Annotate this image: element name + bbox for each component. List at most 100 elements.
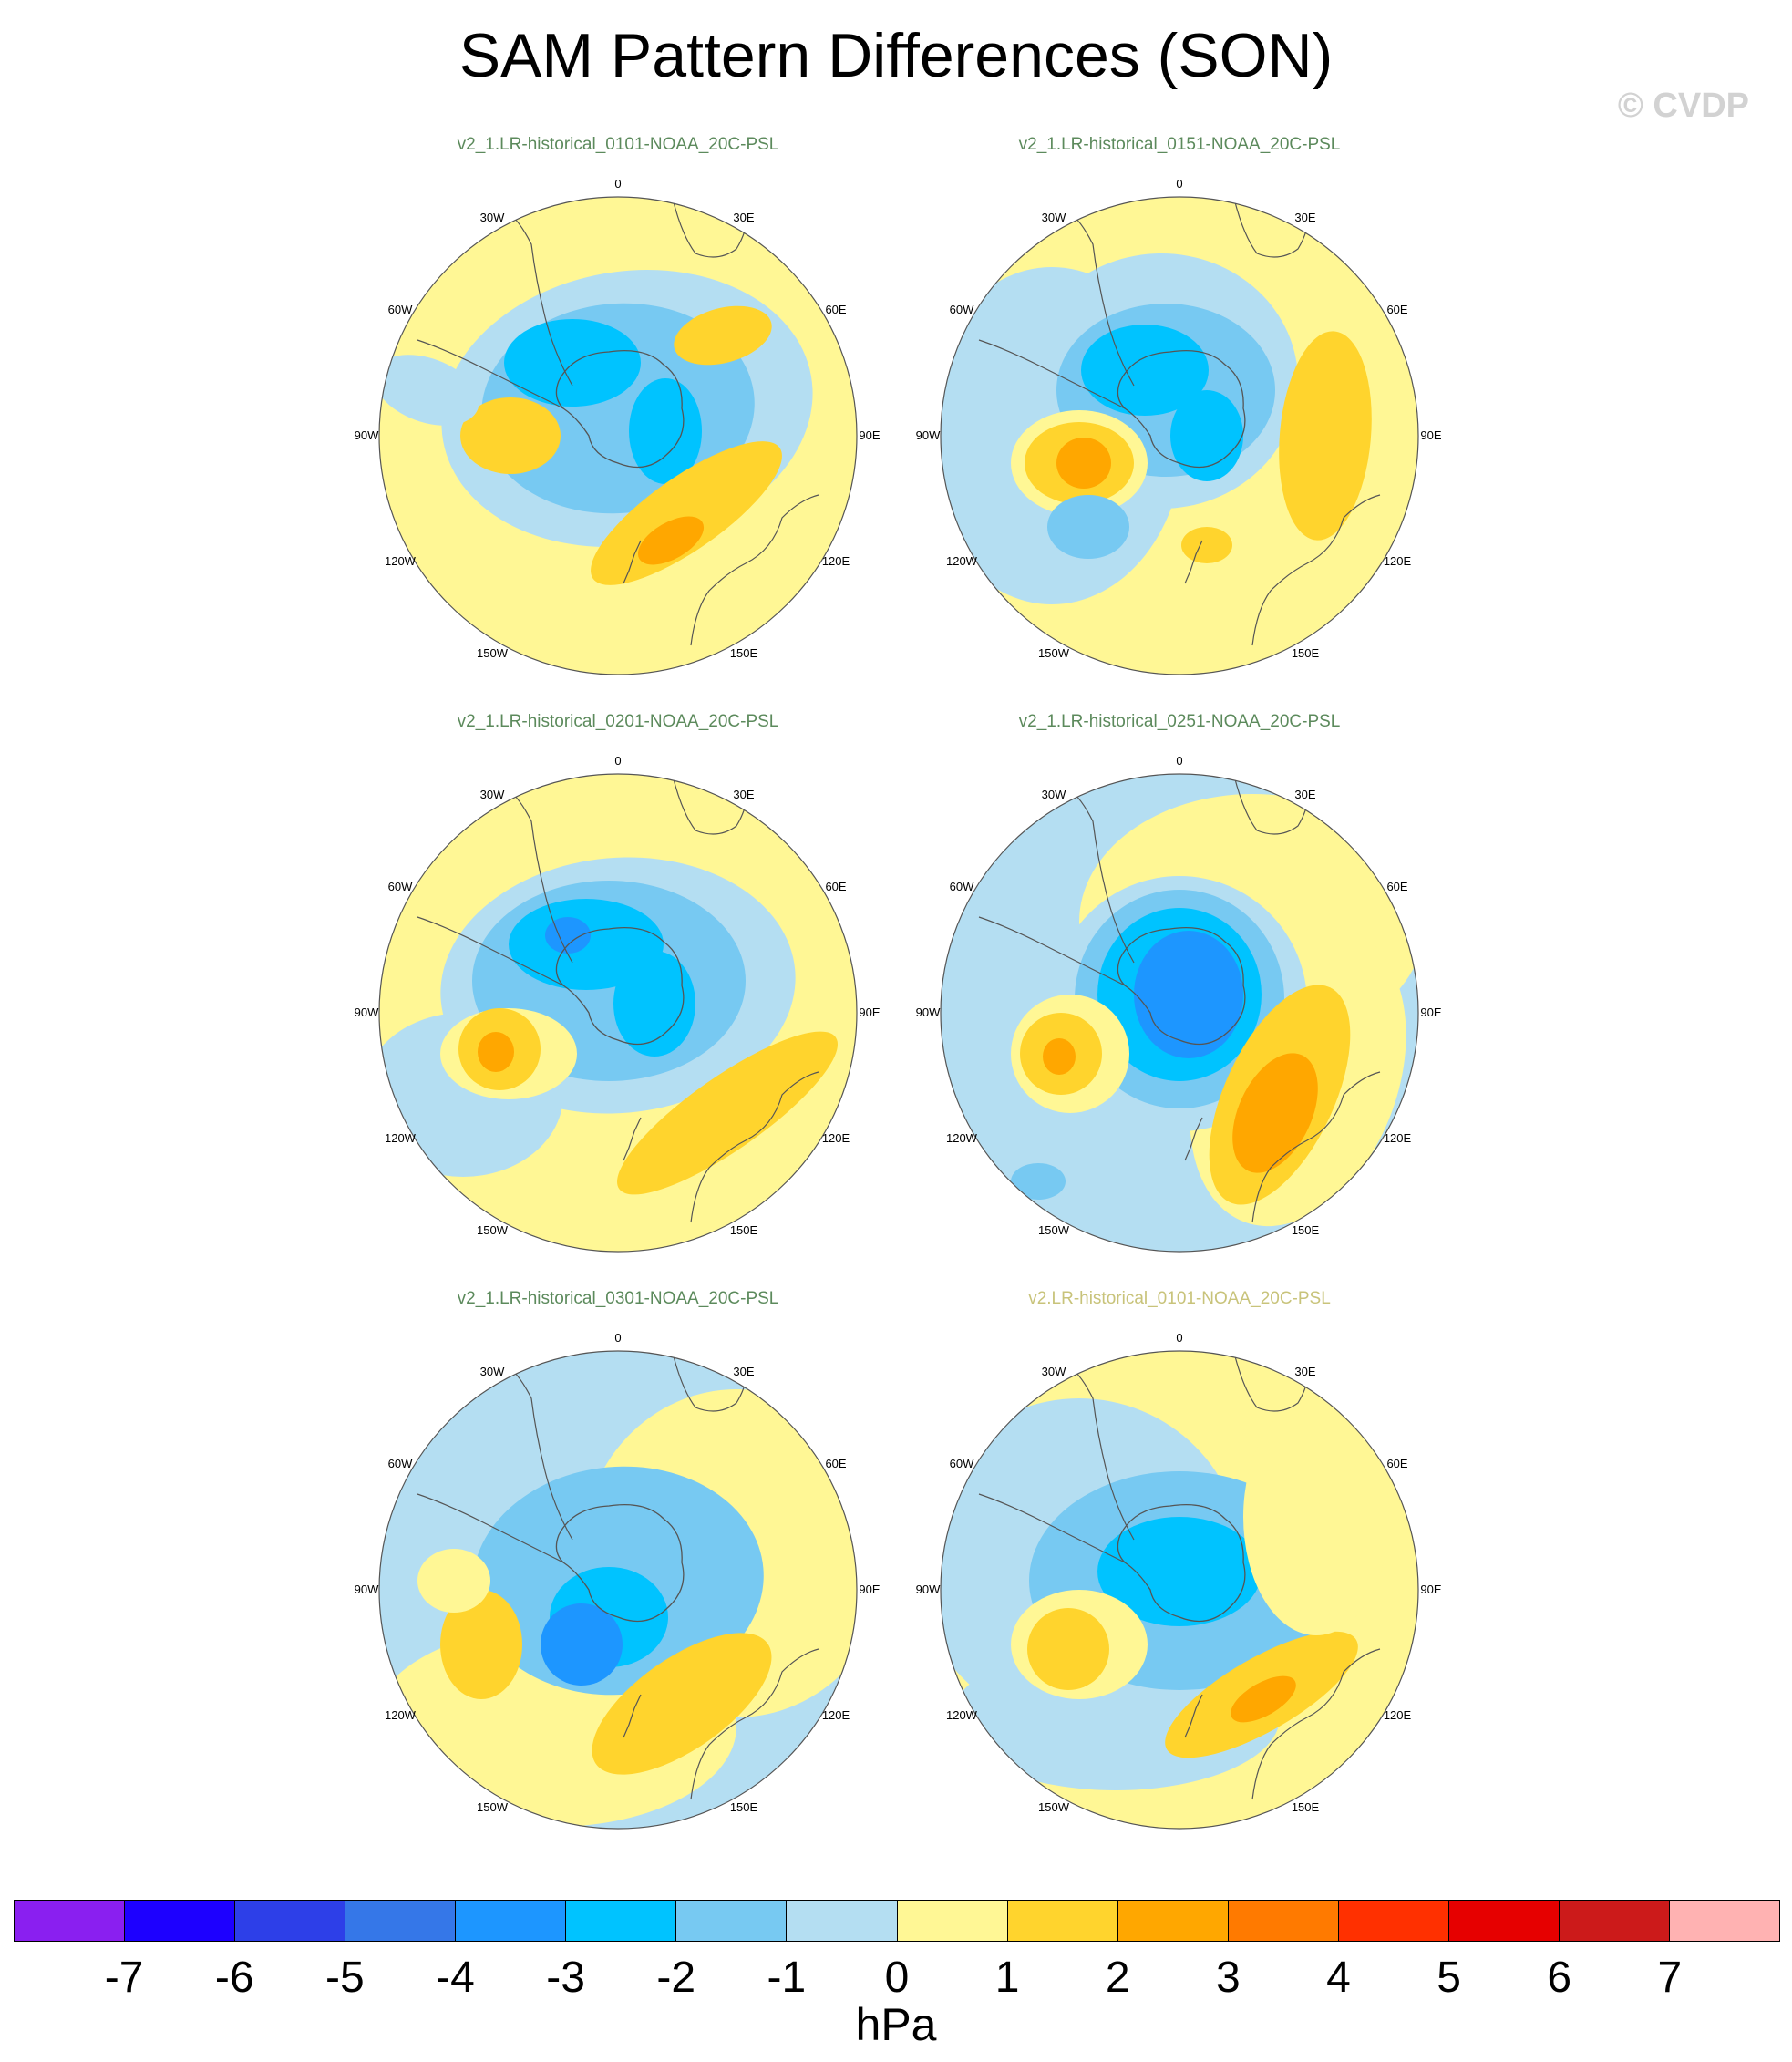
copyright-watermark: © CVDP <box>1617 87 1749 125</box>
contour-region <box>1056 438 1111 489</box>
longitude-label: 30W <box>1042 211 1066 224</box>
new-zealand-coastline <box>623 1117 642 1161</box>
longitude-label: 120E <box>822 554 850 568</box>
longitude-label: 150W <box>1038 1223 1070 1237</box>
australia-coastline <box>690 1071 819 1223</box>
map-boundary <box>940 196 1419 675</box>
longitude-label: 150W <box>477 646 509 660</box>
longitude-label: 150E <box>730 1800 758 1814</box>
colorbar-tick-label: -2 <box>656 1954 696 2002</box>
longitude-label: 30W <box>480 788 505 801</box>
polar-map: 0 30E 60E 90E 120E 150E 180 150W 120W 90W 60W 30W <box>355 754 881 1259</box>
colorbar-tick-label: -4 <box>436 1954 475 2002</box>
contour-region <box>1047 495 1129 559</box>
south-america-coastline <box>512 216 573 387</box>
colorbar-swatch <box>1448 1901 1560 1941</box>
south-america-coastline <box>978 1493 1126 1563</box>
panel-title: v2_1.LR-historical_0201-NOAA_20C-PSL <box>457 712 779 731</box>
contour-region <box>1011 1163 1066 1200</box>
longitude-label: 30E <box>733 1365 754 1378</box>
longitude-label: 0 <box>614 1331 621 1345</box>
map-boundary <box>940 1350 1419 1830</box>
map-boundary <box>378 1350 858 1830</box>
south-america-coastline <box>512 793 573 964</box>
antarctica-coastline <box>1117 1503 1246 1623</box>
colorbar <box>14 1900 1780 1942</box>
south-america-coastline <box>978 339 1126 409</box>
south-america-coastline <box>978 916 1126 986</box>
map-boundary <box>378 773 858 1253</box>
contour-field <box>941 197 1418 675</box>
longitude-label: 120E <box>1384 554 1412 568</box>
longitude-label: 150W <box>477 1223 509 1237</box>
longitude-label: 60W <box>950 880 974 893</box>
longitude-label: 150E <box>1292 1800 1320 1814</box>
longitude-label: 30W <box>480 1365 505 1378</box>
colorbar-swatch <box>456 1901 567 1941</box>
polar-map: 0 30E 60E 90E 120E 150E 180 150W 120W 90W 60W 30W <box>916 177 1442 682</box>
colorbar-swatch <box>1228 1901 1339 1941</box>
contour-region <box>1097 1517 1262 1626</box>
longitude-label: 30E <box>733 788 754 801</box>
contour-region <box>1231 1675 1296 1723</box>
contour-region <box>1043 1038 1076 1075</box>
longitude-label: 120W <box>385 1708 417 1722</box>
longitude-label: 0 <box>1176 177 1182 191</box>
antarctica-coastline <box>555 1503 685 1623</box>
south-america-coastline <box>417 339 564 409</box>
colorbar-swatch <box>1117 1901 1229 1941</box>
contour-region <box>504 319 641 407</box>
contour-region <box>460 397 561 474</box>
contour-field <box>941 774 1418 1252</box>
longitude-label: 180 <box>1169 1257 1190 1259</box>
polar-map: 0 30E 60E 90E 120E 150E 180 150W 120W 90W 60W 30W <box>916 1331 1442 1836</box>
map-panel-2: v2_1.LR-historical_0151-NOAA_20C-PSL 0 30… <box>906 135 1453 682</box>
map-panel-3: v2_1.LR-historical_0201-NOAA_20C-PSL 0 30… <box>345 712 891 1259</box>
colorbar-tick-label: 2 <box>1105 1954 1130 2002</box>
longitude-label: 0 <box>1176 754 1182 768</box>
contour-region <box>617 1031 838 1195</box>
new-zealand-coastline <box>1184 540 1203 584</box>
colorbar-tick-label: 3 <box>1216 1954 1241 2002</box>
map-panel-4: v2_1.LR-historical_0251-NOAA_20C-PSL 0 30… <box>906 712 1453 1259</box>
longitude-label: 150W <box>1038 1800 1070 1814</box>
contour-region <box>417 1549 490 1613</box>
longitude-label: 30E <box>733 211 754 224</box>
longitude-label: 120W <box>946 1708 978 1722</box>
longitude-label: 90E <box>859 1005 880 1019</box>
longitude-label: 60E <box>1386 880 1407 893</box>
longitude-label: 60E <box>1386 303 1407 316</box>
colorbar-units: hPa <box>855 1999 937 2050</box>
longitude-label: 180 <box>1169 1834 1190 1836</box>
longitude-label: 90E <box>859 1583 880 1596</box>
colorbar-swatch <box>125 1901 236 1941</box>
colorbar-swatch <box>676 1901 788 1941</box>
longitude-label: 180 <box>608 1257 628 1259</box>
longitude-label: 90W <box>916 428 941 442</box>
map-panel-5: v2_1.LR-historical_0301-NOAA_20C-PSL 0 30… <box>345 1289 891 1836</box>
panel-title: v2_1.LR-historical_0151-NOAA_20C-PSL <box>1018 135 1341 154</box>
colorbar-swatch <box>1338 1901 1449 1941</box>
longitude-label: 90W <box>355 1583 379 1596</box>
contour-region <box>637 516 705 565</box>
map-panel-1: v2_1.LR-historical_0101-NOAA_20C-PSL 0 30… <box>345 135 891 682</box>
polar-map: 0 30E 60E 90E 120E 150E 180 150W 120W 90W 60W 30W <box>355 177 881 682</box>
contour-region <box>592 1633 772 1775</box>
colorbar-swatch <box>235 1901 346 1941</box>
contour-region <box>1232 1053 1318 1173</box>
longitude-label: 120W <box>385 1131 417 1145</box>
longitude-label: 120W <box>385 554 417 568</box>
colorbar-tick-label: -7 <box>104 1954 144 2002</box>
colorbar-tick-label: 5 <box>1437 1954 1461 2002</box>
contour-region <box>1170 390 1243 481</box>
longitude-label: 90E <box>1420 1583 1441 1596</box>
polar-map: 0 30E 60E 90E 120E 150E 180 150W 120W 90W 60W 30W <box>916 754 1442 1259</box>
south-america-coastline <box>417 1493 564 1563</box>
colorbar-tick-label: -6 <box>214 1954 254 2002</box>
longitude-label: 120E <box>1384 1131 1412 1145</box>
panel-title: v2_1.LR-historical_0251-NOAA_20C-PSL <box>1018 712 1341 731</box>
longitude-label: 60W <box>950 1457 974 1470</box>
new-zealand-coastline <box>623 1694 642 1738</box>
colorbar-swatch <box>1007 1901 1118 1941</box>
south-america-coastline <box>512 1370 573 1541</box>
